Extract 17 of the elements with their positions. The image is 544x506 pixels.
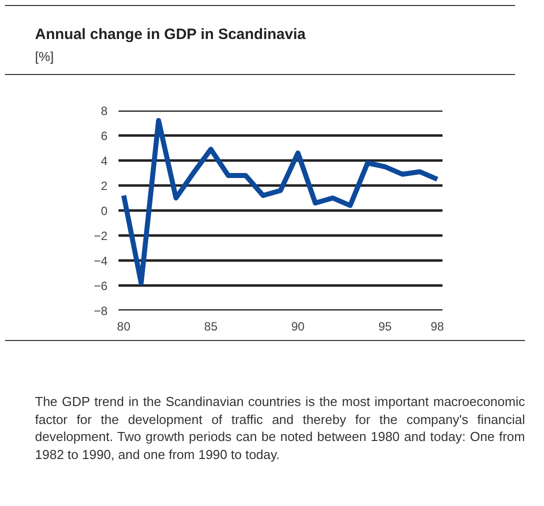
y-tick-label: 0 <box>100 204 108 218</box>
text: The GDP trend in the Scandinavian countries is the most important macroeconomic factor for the development of traffic and thereby for the company's financial development. Two growth periods can be noted between 1980 and today: One from 1982 to 1990, and one from 1990 to today. <box>35 393 525 464</box>
x-tick-label: 85 <box>204 320 218 334</box>
y-tick-label: 6 <box>100 129 108 143</box>
y-tick-label: 4 <box>100 154 108 168</box>
x-tick-label: 95 <box>378 320 392 334</box>
chart-subtitle: [%] <box>35 48 55 66</box>
y-tick-label: −6 <box>94 279 108 293</box>
chart-title: Annual change in GDP in Scandinavia <box>35 25 306 45</box>
y-tick-label: −4 <box>94 254 108 268</box>
y-tick-label: −2 <box>94 229 108 243</box>
y-tick-label: −8 <box>94 304 108 318</box>
y-tick-label: 8 <box>100 104 108 118</box>
x-tick-label: 98 <box>430 320 444 334</box>
x-tick-label: 90 <box>291 320 305 334</box>
x-tick-label: 80 <box>117 320 131 334</box>
y-tick-label: 2 <box>100 179 108 193</box>
